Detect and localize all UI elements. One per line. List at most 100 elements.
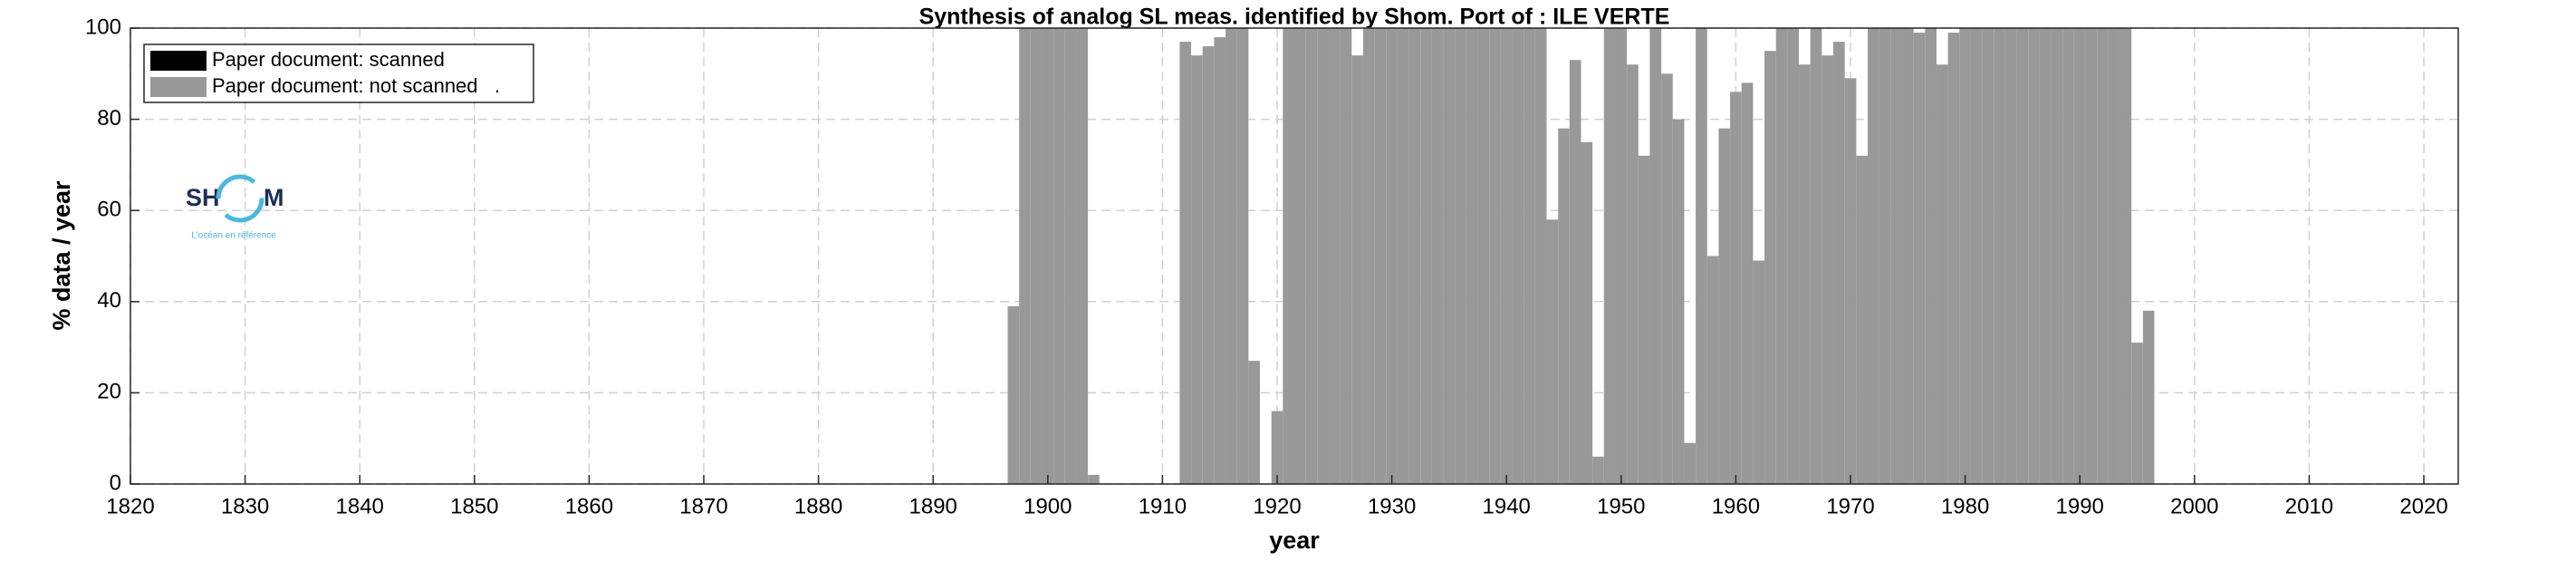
bar [1466, 28, 1478, 484]
bar [1443, 28, 1456, 484]
x-tick-label: 2010 [2285, 494, 2333, 518]
bar [2028, 28, 2040, 484]
bar [1844, 78, 1857, 484]
bar [1718, 128, 1731, 484]
bar [1053, 28, 1065, 484]
bar [1868, 28, 1879, 484]
logo: SH M L'océan en référence [186, 174, 284, 241]
logo-text: SH [186, 184, 220, 211]
bar [1317, 28, 1329, 484]
bar [1455, 28, 1466, 484]
bar [1970, 28, 1983, 484]
y-tick-label: 0 [110, 470, 121, 495]
bar [1420, 28, 1432, 484]
bar [1179, 42, 1192, 485]
bar [1214, 37, 1226, 485]
logo-text: M [264, 184, 284, 211]
bar [1615, 28, 1628, 484]
bar [1901, 28, 1914, 484]
x-tick-label: 1850 [450, 494, 498, 518]
bar [1007, 305, 1020, 484]
bar [1558, 128, 1570, 484]
legend-label: Paper document: not scanned . [212, 74, 500, 97]
x-tick-label: 1820 [106, 494, 154, 518]
bar [1019, 28, 1031, 484]
bar [1696, 28, 1707, 484]
y-tick-label: 80 [97, 106, 121, 131]
bar [1603, 28, 1616, 484]
bar [1283, 28, 1294, 484]
bar [1328, 28, 1341, 484]
bar [1248, 361, 1261, 484]
x-tick-label: 1980 [1941, 494, 1989, 518]
bar [1076, 28, 1089, 484]
legend-swatch [150, 77, 207, 97]
bar [1810, 28, 1822, 484]
bar [1236, 28, 1249, 484]
bar [1730, 92, 1742, 485]
bar [1512, 28, 1524, 484]
bar [1787, 28, 1800, 484]
y-axis-label: % data / year [48, 180, 75, 331]
bar [1305, 28, 1318, 484]
bar [1879, 28, 1891, 484]
x-tick-label: 2000 [2170, 494, 2218, 518]
bar [1947, 33, 1960, 484]
x-axis-label: year [1269, 527, 1320, 554]
x-tick-label: 1890 [909, 494, 957, 518]
bar [1638, 155, 1650, 484]
bar [1764, 51, 1776, 485]
x-tick-label: 1880 [794, 494, 842, 518]
bar [1627, 64, 1639, 485]
bar [1534, 28, 1547, 484]
chart-title: Synthesis of analog SL meas. identified … [919, 5, 1670, 30]
bar [2073, 28, 2086, 484]
bar [1042, 28, 1054, 484]
bar [2131, 343, 2143, 484]
bar [1386, 28, 1398, 484]
bar [2142, 310, 2155, 484]
bar [1226, 28, 1237, 484]
bar [2085, 28, 2098, 484]
bar [1581, 141, 1593, 484]
bar [1799, 64, 1811, 485]
bar [1741, 82, 1754, 485]
bar [1833, 42, 1845, 485]
bar [1684, 442, 1697, 484]
x-tick-label: 1970 [1826, 494, 1874, 518]
bar [1374, 28, 1387, 484]
bar [1408, 28, 1421, 484]
x-tick-label: 1960 [1712, 494, 1760, 518]
bar [1523, 28, 1535, 484]
bar [1913, 33, 1926, 484]
legend-box [143, 44, 534, 103]
logo-tagline: L'océan en référence [191, 231, 276, 241]
bar [2097, 28, 2109, 484]
bar [1088, 474, 1100, 484]
y-tick-label: 40 [97, 288, 121, 313]
x-tick-label: 1950 [1597, 494, 1645, 518]
bar [1982, 28, 1994, 484]
legend: Paper document: scanned Paper document: n… [143, 44, 534, 103]
bar [1546, 219, 1559, 484]
plot-frame [130, 27, 2459, 485]
bar [1500, 28, 1513, 484]
bar [1362, 28, 1375, 484]
x-tick-label: 1940 [1483, 494, 1531, 518]
bar [1649, 28, 1662, 484]
bar [1672, 119, 1685, 484]
bar [1397, 28, 1409, 484]
logo-ring [216, 174, 264, 223]
bar [1202, 46, 1215, 485]
x-tick-label: 1900 [1024, 494, 1072, 518]
bar [1925, 28, 1937, 484]
bar [1706, 256, 1719, 484]
bar [1477, 28, 1490, 484]
bar [1064, 28, 1077, 484]
bar [1936, 64, 1948, 485]
bar [1271, 411, 1283, 484]
bar [1890, 28, 1902, 484]
x-tick-label: 1830 [221, 494, 269, 518]
